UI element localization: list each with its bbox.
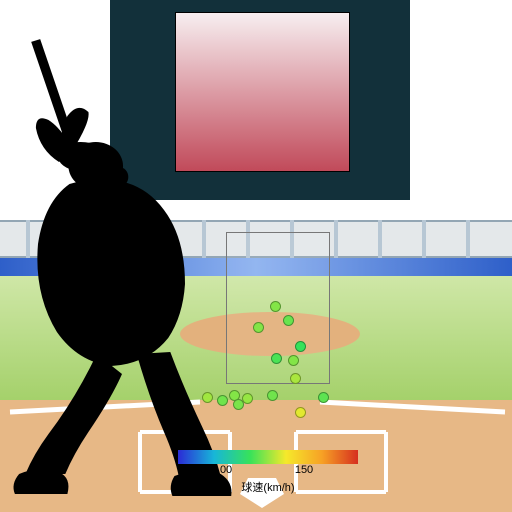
pitch-marker (318, 392, 329, 403)
colorbar-gradient (178, 450, 358, 464)
colorbar-label: 球速(km/h) (178, 479, 358, 495)
pitch-marker (270, 301, 281, 312)
colorbar-ticks: 100 150 (178, 464, 358, 478)
batter-silhouette (0, 38, 248, 508)
pitch-chart-stage: 100 150 球速(km/h) (0, 0, 512, 512)
pitch-marker (288, 355, 299, 366)
colorbar: 100 150 球速(km/h) (178, 450, 358, 496)
colorbar-tick: 150 (295, 464, 313, 476)
pitch-marker (283, 315, 294, 326)
pitch-marker (253, 322, 264, 333)
pitch-marker (295, 407, 306, 418)
pitch-marker (295, 341, 306, 352)
colorbar-tick: 100 (214, 464, 232, 476)
pitch-marker (290, 373, 301, 384)
pitch-marker (267, 390, 278, 401)
pitch-marker (271, 353, 282, 364)
